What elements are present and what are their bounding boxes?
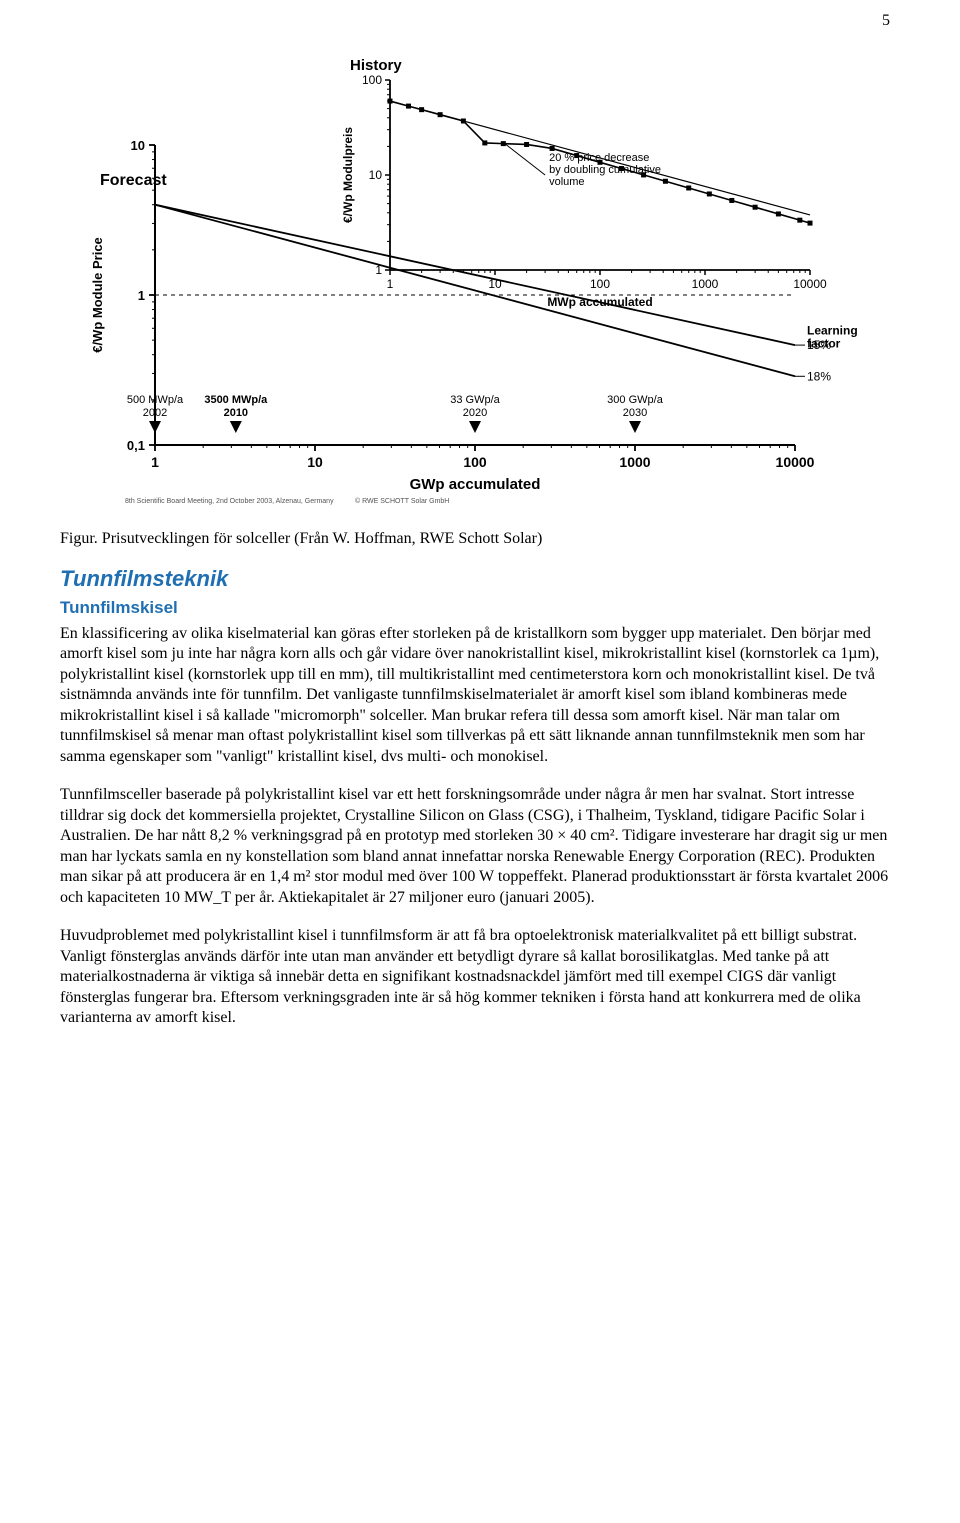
svg-text:2030: 2030 [623,407,647,419]
svg-text:GWp accumulated: GWp accumulated [410,476,541,493]
svg-text:2002: 2002 [143,407,167,419]
svg-text:100: 100 [463,454,487,470]
svg-text:© RWE SCHOTT Solar GmbH: © RWE SCHOTT Solar GmbH [355,497,449,505]
svg-text:€/Wp Module Price: €/Wp Module Price [90,237,105,353]
svg-text:Learning: Learning [807,324,858,338]
svg-text:1000: 1000 [619,454,650,470]
svg-text:15%: 15% [807,338,831,352]
svg-text:Forecast: Forecast [100,172,167,189]
svg-text:€/Wp Modulpreis: €/Wp Modulpreis [341,127,355,223]
svg-text:volume: volume [549,176,584,188]
svg-text:2010: 2010 [224,407,248,419]
paragraph-2: Tunnfilmsceller baserade på polykristall… [60,785,900,908]
section-heading: Tunnfilmsteknik [60,566,900,592]
paragraph-1: En klassificering av olika kiselmaterial… [60,624,900,767]
svg-text:1: 1 [387,277,394,291]
svg-text:500 MWp/a: 500 MWp/a [127,394,184,406]
svg-text:18%: 18% [807,369,831,383]
svg-text:300 GWp/a: 300 GWp/a [607,394,664,406]
svg-text:100: 100 [590,277,610,291]
svg-text:2020: 2020 [463,407,487,419]
svg-text:10: 10 [307,454,323,470]
svg-text:3500 MWp/a: 3500 MWp/a [204,394,268,406]
svg-text:by doubling cumulative: by doubling cumulative [549,164,661,176]
svg-text:1000: 1000 [692,277,719,291]
svg-text:1: 1 [151,454,159,470]
figure-caption: Figur. Prisutvecklingen för solceller (F… [60,530,900,548]
svg-text:10000: 10000 [776,454,815,470]
svg-text:33 GWp/a: 33 GWp/a [450,394,500,406]
sub-heading: Tunnfilmskisel [60,598,900,618]
svg-text:10: 10 [131,138,145,153]
svg-text:10000: 10000 [793,277,827,291]
svg-text:0,1: 0,1 [127,438,145,453]
svg-text:20 % price decrease: 20 % price decrease [549,152,649,164]
svg-text:1: 1 [138,288,145,303]
figure-chart: 110100110100100010000HistoryMWp accumula… [60,50,900,520]
svg-text:100: 100 [362,73,382,87]
svg-text:History: History [350,57,402,74]
page-number: 5 [882,12,890,30]
paragraph-3: Huvudproblemet med polykristallint kisel… [60,926,900,1028]
svg-text:8th Scientific Board Meeting,: 8th Scientific Board Meeting, 2nd Octobe… [125,498,334,505]
svg-text:10: 10 [369,168,383,182]
